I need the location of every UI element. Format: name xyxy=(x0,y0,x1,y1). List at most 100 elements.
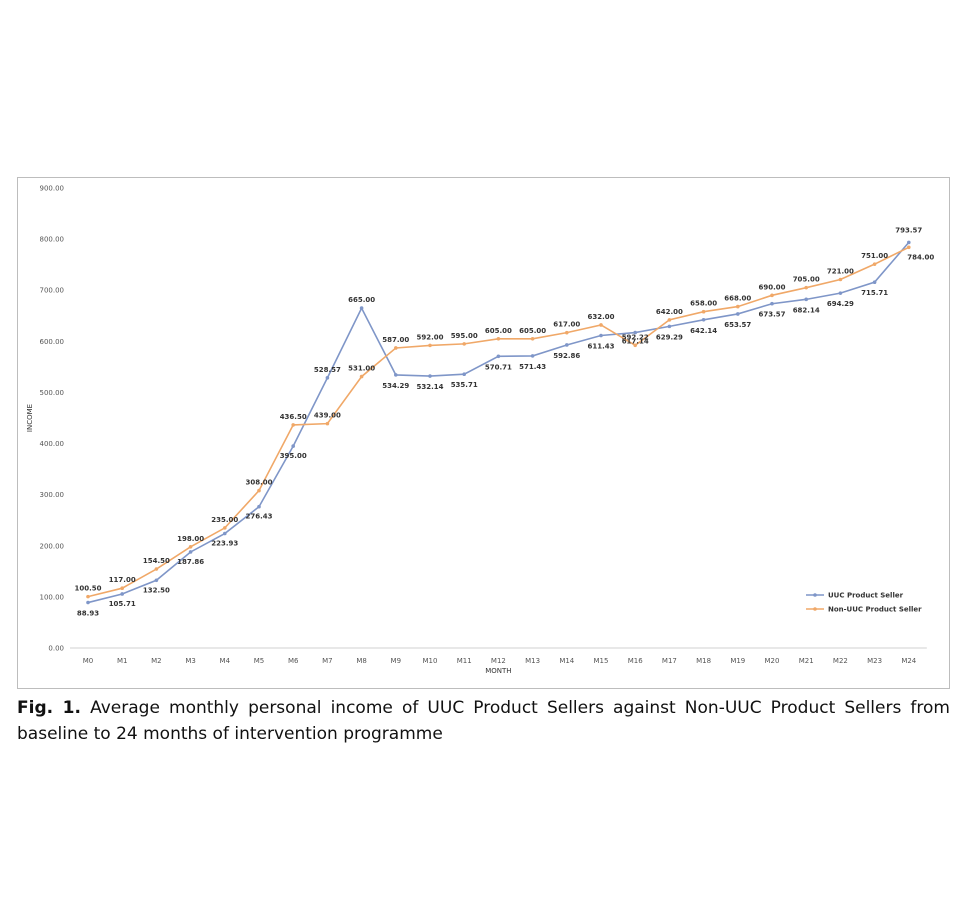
x-tick-label: M6 xyxy=(288,657,299,665)
x-tick-label: M18 xyxy=(696,657,711,665)
figure-caption: Fig. 1. Average monthly personal income … xyxy=(17,695,950,747)
data-point xyxy=(838,277,843,282)
x-tick-label: M8 xyxy=(356,657,367,665)
y-tick-label: 900.00 xyxy=(40,185,65,193)
data-point xyxy=(223,531,227,536)
y-tick-label: 200.00 xyxy=(40,542,65,550)
data-point xyxy=(86,594,90,599)
data-point xyxy=(770,301,774,306)
data-point xyxy=(907,245,911,250)
caption-text: Average monthly personal income of UUC P… xyxy=(17,698,950,744)
x-tick-label: M20 xyxy=(765,657,780,665)
data-label: 668.00 xyxy=(724,295,751,303)
data-point xyxy=(633,343,637,348)
data-point xyxy=(872,262,877,266)
x-tick-label: M11 xyxy=(457,657,472,665)
data-label: 784.00 xyxy=(907,253,934,261)
data-point xyxy=(907,240,911,245)
series-line-0 xyxy=(87,241,910,604)
x-tick-label: M5 xyxy=(254,657,265,665)
x-axis-title: MONTH xyxy=(485,667,511,675)
legend-label-1: Non-UUC Product Seller xyxy=(828,606,922,614)
x-tick-label: M22 xyxy=(833,657,848,665)
data-point xyxy=(565,330,569,335)
data-label: 117.00 xyxy=(109,576,136,584)
data-label: 605.00 xyxy=(519,327,546,335)
data-point xyxy=(291,423,296,427)
data-label: 436.50 xyxy=(280,413,307,421)
data-label: 665.00 xyxy=(348,296,375,304)
x-tick-label: M14 xyxy=(559,657,574,665)
data-point xyxy=(462,372,467,376)
data-point xyxy=(565,343,569,347)
chart-frame: 0.00 100.00 200.00 300.00 400.00 500.00 600.00… xyxy=(17,177,950,689)
data-label: 592.00 xyxy=(416,333,443,341)
legend-marker-0 xyxy=(813,593,817,597)
data-label: 715.71 xyxy=(861,289,888,297)
data-point xyxy=(120,592,124,596)
y-tick-label: 500.00 xyxy=(40,389,65,397)
data-label: 308.00 xyxy=(245,479,272,487)
data-label: 223.93 xyxy=(211,540,238,548)
data-label: 570.71 xyxy=(485,363,512,371)
data-label: 690.00 xyxy=(758,283,785,291)
data-point xyxy=(120,586,124,590)
data-point xyxy=(257,504,261,509)
x-tick-label: M17 xyxy=(662,657,677,665)
x-tick-label: M19 xyxy=(730,657,745,665)
data-point xyxy=(599,333,603,338)
x-tick-label: M15 xyxy=(594,657,609,665)
x-tick-label: M23 xyxy=(867,657,882,665)
data-label: 751.00 xyxy=(861,252,888,260)
x-tick-label: M7 xyxy=(322,657,333,665)
x-tick-label: M24 xyxy=(901,657,916,665)
data-label: 105.71 xyxy=(109,600,136,608)
x-tick-label: M16 xyxy=(628,657,643,665)
y-tick-label: 700.00 xyxy=(40,287,65,295)
data-label: 571.43 xyxy=(519,363,546,371)
data-point xyxy=(325,421,330,426)
data-label: 721.00 xyxy=(827,267,854,275)
y-tick-label: 800.00 xyxy=(40,236,65,244)
x-tick-label: M2 xyxy=(151,657,162,665)
data-point xyxy=(462,342,467,346)
x-tick-label: M4 xyxy=(220,657,231,665)
data-label: 235.00 xyxy=(211,516,238,524)
data-label: 632.00 xyxy=(587,313,614,321)
data-label: 682.14 xyxy=(793,306,820,314)
data-point xyxy=(530,354,535,358)
legend-marker-1 xyxy=(813,607,817,611)
x-tick-label: M21 xyxy=(799,657,814,665)
data-point xyxy=(188,545,193,549)
data-label: 395.00 xyxy=(280,452,307,460)
y-axis-title: INCOME xyxy=(26,404,34,432)
data-label: 592.86 xyxy=(553,352,580,360)
data-point xyxy=(701,309,706,314)
data-label: 694.29 xyxy=(827,300,854,308)
data-label: 534.29 xyxy=(382,382,409,390)
x-tick-label: M3 xyxy=(185,657,196,665)
data-label: 629.29 xyxy=(656,333,683,341)
data-label: 705.00 xyxy=(793,276,820,284)
data-point xyxy=(428,343,432,348)
x-tick-label: M1 xyxy=(117,657,128,665)
y-tick-label: 400.00 xyxy=(40,440,65,448)
data-label: 88.93 xyxy=(77,610,99,618)
data-point xyxy=(154,578,159,583)
x-tick-label: M13 xyxy=(525,657,540,665)
y-tick-label: 100.00 xyxy=(40,593,65,601)
data-label: 132.50 xyxy=(143,586,170,594)
data-label: 100.50 xyxy=(74,585,101,593)
data-point xyxy=(667,318,672,322)
data-point xyxy=(633,330,637,335)
x-tick-label: M0 xyxy=(83,657,94,665)
data-point xyxy=(804,297,808,302)
data-label: 658.00 xyxy=(690,300,717,308)
data-point xyxy=(804,285,808,290)
data-label: 439.00 xyxy=(314,412,341,420)
data-point xyxy=(736,312,740,316)
caption-label: Fig. 1. xyxy=(17,698,81,718)
data-point xyxy=(428,374,432,378)
x-tick-label: M9 xyxy=(391,657,402,665)
data-label: 531.00 xyxy=(348,365,375,373)
